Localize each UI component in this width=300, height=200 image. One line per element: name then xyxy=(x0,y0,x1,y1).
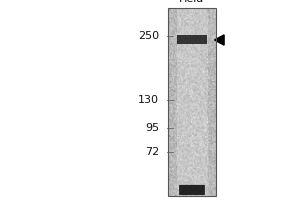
Text: 130: 130 xyxy=(138,95,159,105)
Text: 72: 72 xyxy=(145,147,159,157)
Polygon shape xyxy=(214,35,224,45)
Bar xyxy=(168,8,216,196)
Bar xyxy=(177,35,207,44)
FancyBboxPatch shape xyxy=(179,185,205,195)
Text: 250: 250 xyxy=(138,31,159,41)
Text: 95: 95 xyxy=(145,123,159,133)
Text: Hela: Hela xyxy=(179,0,205,4)
